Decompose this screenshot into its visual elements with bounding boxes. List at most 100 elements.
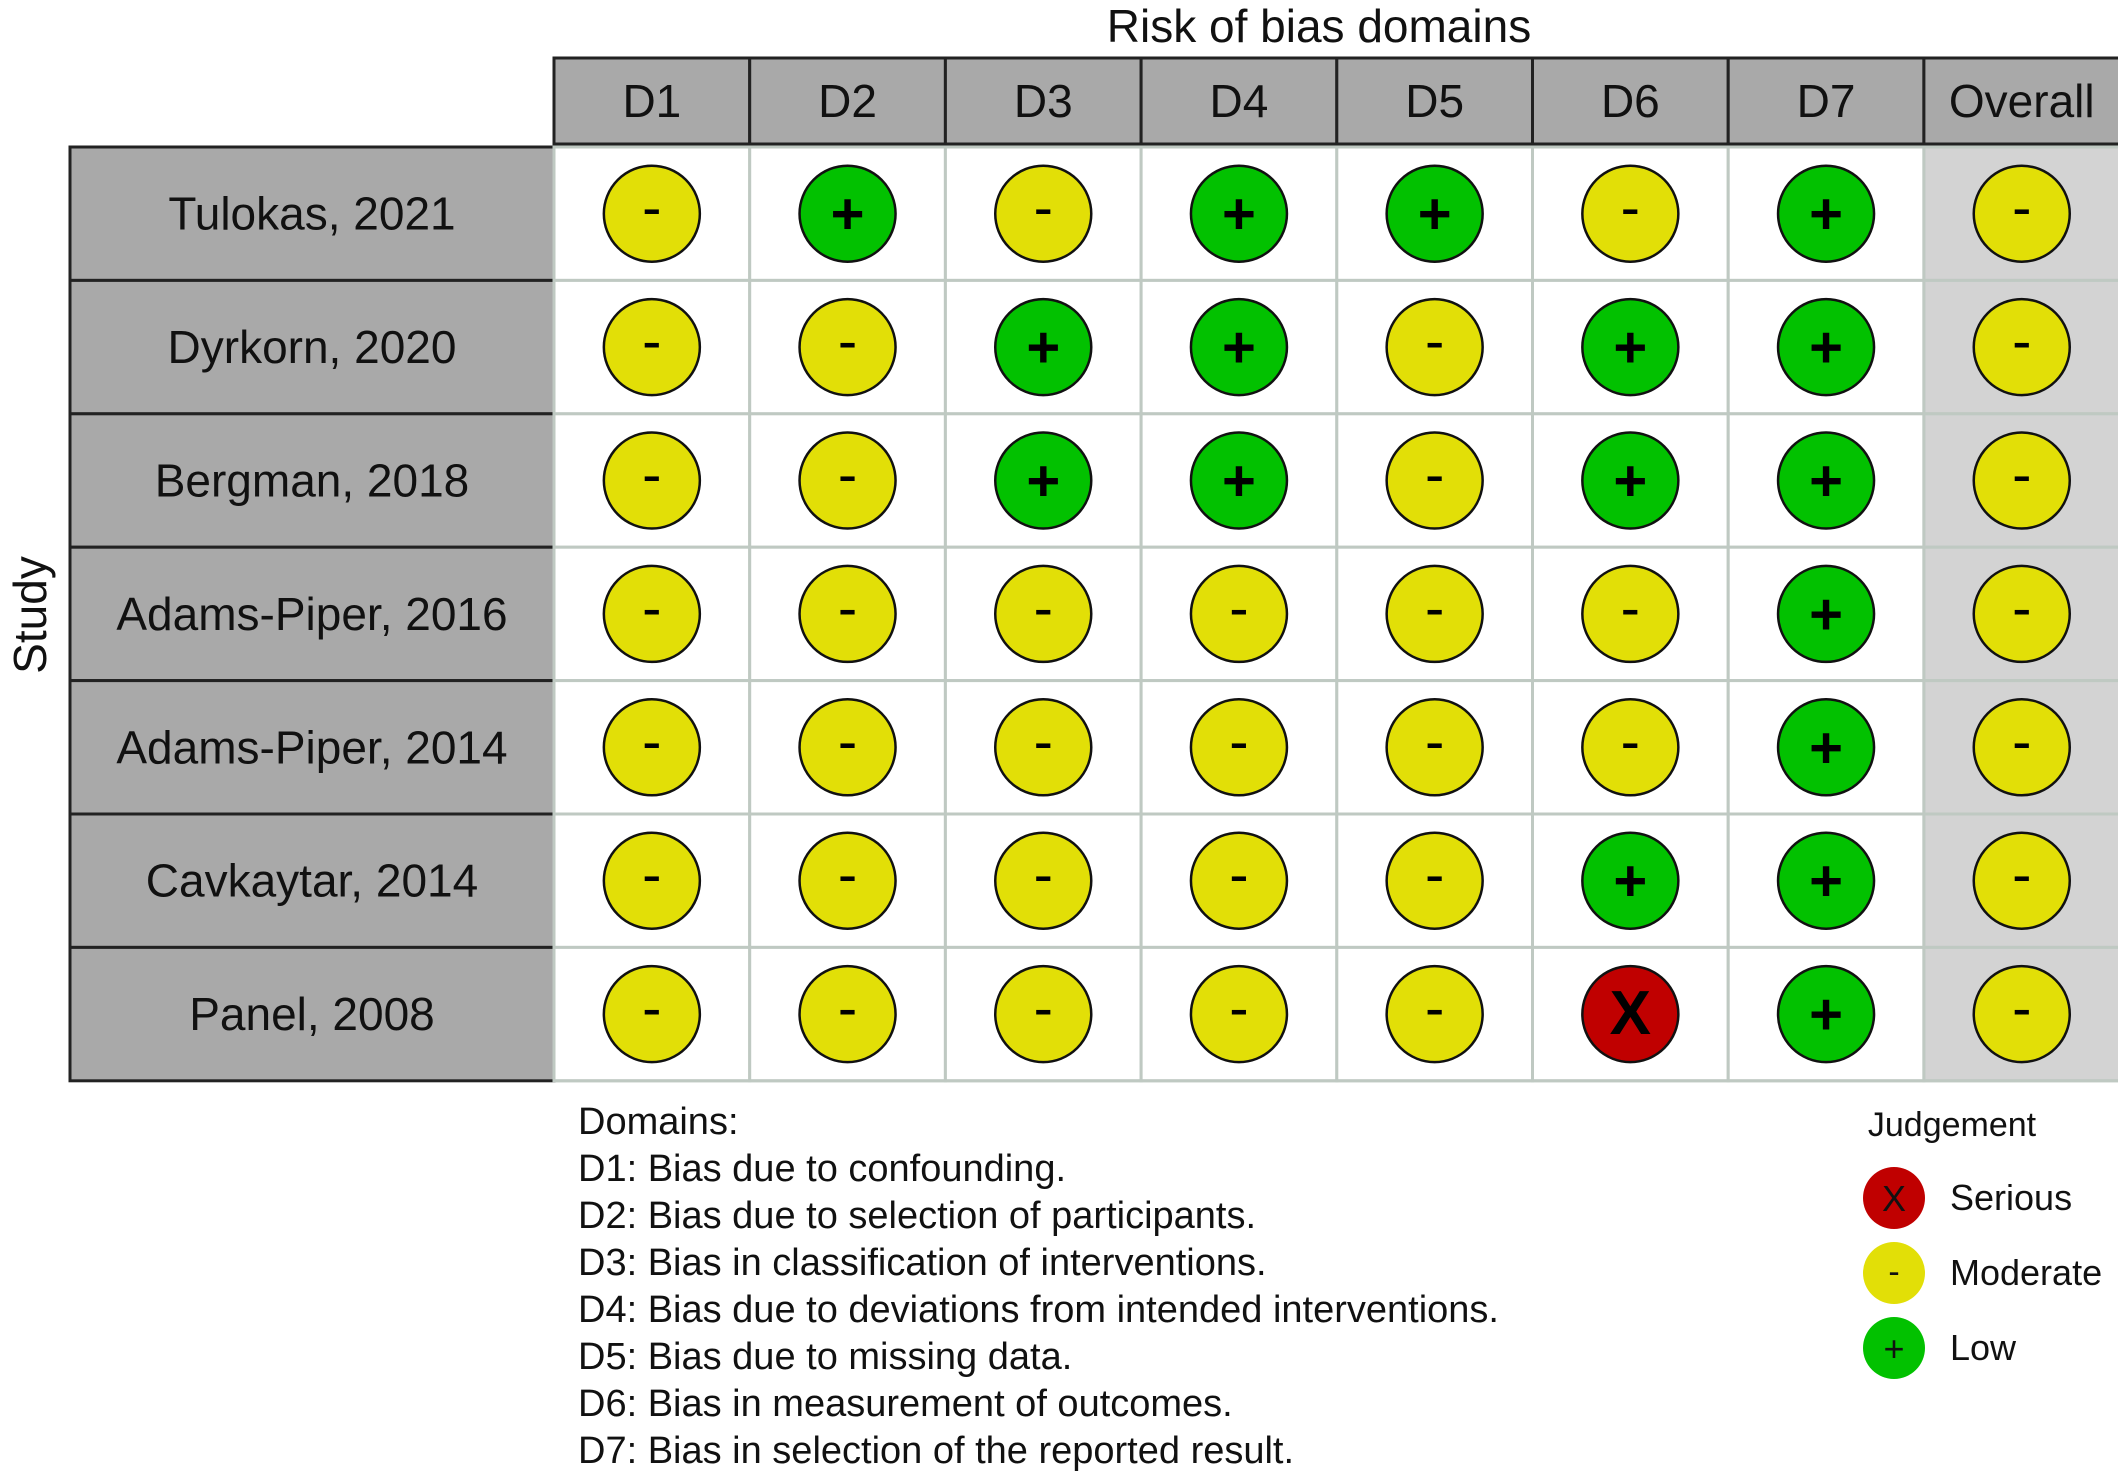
judgement-low-marker — [1776, 431, 1876, 530]
judgement-symbol: + — [1809, 982, 1843, 1047]
judgement-low-marker — [994, 297, 1093, 397]
judgement-moderate-marker — [798, 431, 897, 530]
judgement-moderate-marker — [994, 964, 1093, 1064]
judgement-symbol: - — [1034, 709, 1053, 774]
y-axis-label: Study — [4, 556, 56, 674]
judgement-low-marker — [1776, 297, 1876, 397]
judgement-symbol: - — [1034, 976, 1053, 1041]
judgement-symbol: X — [1610, 979, 1651, 1048]
judgement-symbol: - — [642, 843, 661, 908]
judgement-symbol: - — [1425, 443, 1444, 508]
study-label-cell — [68, 945, 556, 1083]
judgement-low-marker — [1776, 964, 1876, 1064]
judgement-symbol: + — [1809, 849, 1843, 914]
judgement-symbol: + — [1613, 849, 1647, 914]
column-header-label: D2 — [818, 75, 877, 127]
judgement-symbol: - — [838, 976, 857, 1041]
judgement-moderate-marker — [602, 831, 702, 930]
judgement-moderate-marker — [602, 164, 702, 263]
judgement-moderate-marker — [602, 431, 702, 530]
column-header-label: D1 — [622, 75, 681, 127]
judgement-symbol: - — [838, 843, 857, 908]
legend-label: Low — [1950, 1327, 2017, 1368]
judgement-symbol: - — [2012, 576, 2031, 641]
legend-low-marker — [1863, 1317, 1925, 1379]
column-header-label: D5 — [1405, 75, 1464, 127]
domain-description: D2: Bias due to selection of participant… — [578, 1195, 1256, 1237]
column-header-overall — [1922, 56, 2118, 146]
judgement-moderate-marker — [1385, 297, 1484, 397]
judgement-moderate-marker — [602, 698, 702, 797]
judgement-low-marker — [1776, 698, 1876, 797]
judgement-symbol: - — [1034, 176, 1053, 241]
judgement-moderate-marker — [798, 297, 897, 397]
judgement-low-marker — [798, 164, 897, 263]
judgement-low-marker — [1581, 831, 1680, 930]
judgement-moderate-marker — [1581, 564, 1680, 664]
legend-symbol: + — [1883, 1328, 1904, 1369]
judgement-moderate-marker — [1972, 297, 2071, 397]
study-label-cell — [68, 679, 556, 816]
judgement-symbol: + — [1026, 449, 1060, 514]
judgement-symbol: - — [2012, 709, 2031, 774]
judgement-symbol: + — [1809, 182, 1843, 247]
judgement-moderate-marker — [1972, 564, 2071, 664]
table-frame — [552, 145, 2118, 1083]
column-header-label: D3 — [1014, 75, 1073, 127]
judgement-symbol: - — [2012, 843, 2031, 908]
study-label-cell — [68, 545, 556, 683]
judgement-moderate-marker — [1972, 164, 2071, 263]
judgement-moderate-marker — [1385, 564, 1484, 664]
study-label: Cavkaytar, 2014 — [146, 855, 478, 907]
study-label-cell — [68, 278, 556, 416]
judgement-moderate-marker — [1972, 431, 2071, 530]
judgement-moderate-marker — [1189, 698, 1289, 797]
judgement-low-marker — [1385, 164, 1484, 263]
judgement-moderate-marker — [798, 831, 897, 930]
domain-description: D3: Bias in classification of interventi… — [578, 1242, 1267, 1284]
domain-description: D4: Bias due to deviations from intended… — [578, 1289, 1499, 1331]
judgement-symbol: + — [1809, 582, 1843, 647]
study-label: Tulokas, 2021 — [168, 188, 455, 240]
judgement-moderate-marker — [602, 564, 702, 664]
judgement-symbol: - — [1425, 309, 1444, 374]
judgement-moderate-marker — [798, 564, 897, 664]
risk-table: D1 D2 D3 D4 D5 D6 D7 Overall Tulokas, 2021 - + - + + -… — [68, 56, 2118, 1083]
judgement-low-marker — [1581, 431, 1680, 530]
judgement-moderate-marker — [602, 964, 702, 1064]
judgement-moderate-marker — [994, 698, 1093, 797]
judgement-symbol: + — [1809, 715, 1843, 780]
study-label-cell — [68, 812, 556, 949]
judgement-symbol: - — [1425, 976, 1444, 1041]
judgement-symbol: + — [1809, 449, 1843, 514]
domain-description: D7: Bias in selection of the reported re… — [578, 1430, 1294, 1472]
judgement-symbol: - — [2012, 443, 2031, 508]
study-label: Bergman, 2018 — [155, 455, 470, 507]
judgement-symbol: - — [642, 576, 661, 641]
judgement-symbol: - — [2012, 176, 2031, 241]
judgement-low-marker — [1776, 564, 1876, 664]
judgement-symbol: - — [1229, 976, 1248, 1041]
judgement-moderate-marker — [1581, 164, 1680, 263]
study-label: Panel, 2008 — [189, 988, 435, 1040]
judgement-symbol: - — [838, 443, 857, 508]
legend-label: Moderate — [1950, 1252, 2102, 1293]
judgement-symbol: - — [838, 576, 857, 641]
study-label-cell — [68, 145, 556, 282]
column-header-label: D7 — [1797, 75, 1856, 127]
study-label: Adams-Piper, 2014 — [116, 721, 507, 773]
judgement-low-marker — [1581, 297, 1680, 397]
judgement-symbol: - — [1229, 709, 1248, 774]
judgement-moderate-marker — [1385, 964, 1484, 1064]
column-header-label: Overall — [1949, 75, 2095, 127]
legend-moderate-marker — [1863, 1242, 1925, 1304]
column-header-d3 — [943, 56, 1143, 146]
judgement-symbol: + — [1222, 182, 1256, 247]
column-header-label: D6 — [1601, 75, 1660, 127]
judgement-symbol: - — [1034, 843, 1053, 908]
judgement-moderate-marker — [994, 164, 1093, 263]
judgement-symbol: - — [1621, 709, 1640, 774]
judgement-symbol: - — [838, 709, 857, 774]
judgement-symbol: + — [1222, 315, 1256, 380]
